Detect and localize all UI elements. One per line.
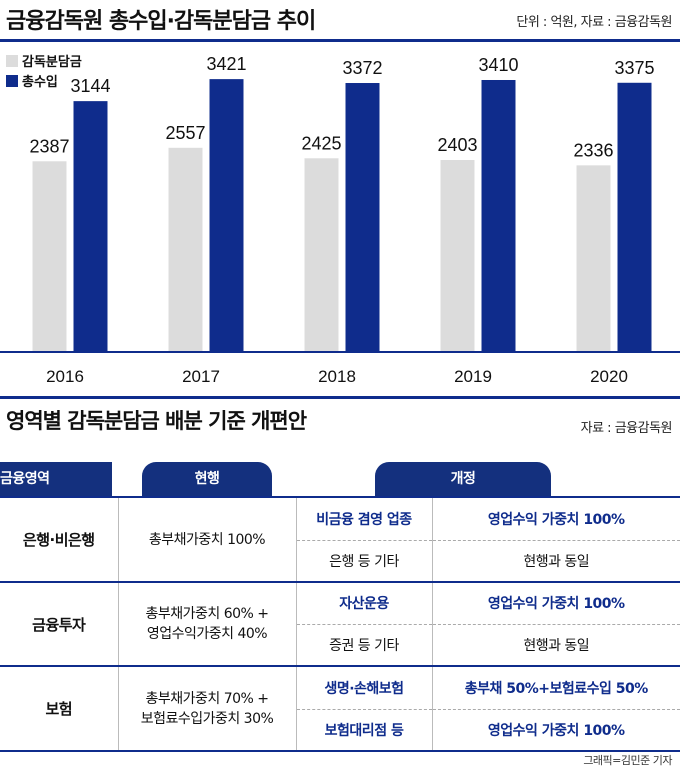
group-insurance-sub-2: 보험대리점 등: [296, 708, 433, 752]
group-insurance-rule-2: 영업수익 가중치 100%: [432, 708, 680, 752]
allocation-table: 금융영역 현행 개정 은행·비은행 총부채가중치 100% 비금융 겸영 업종 …: [0, 458, 680, 752]
label-supervision-2017: 2557: [165, 123, 205, 143]
section-source-note: 자료 : 금융감독원: [580, 421, 673, 436]
x-tick-2017: 2017: [182, 367, 220, 386]
table-row: 금융투자 총부채가중치 60% + 영업수익가중치 40% 자산운용 영업수익 …: [0, 582, 680, 667]
group-insurance-rule-1: 총부채 50%+보험료수입 50%: [464, 680, 649, 697]
group-bank-rule-1: 영업수익 가중치 100%: [432, 496, 680, 540]
group-invest-name: 금융투자: [0, 582, 119, 667]
header-area-cell: 금융영역: [0, 458, 118, 497]
legend-swatch-0: [6, 55, 18, 67]
label-revenue-2018: 3372: [342, 58, 382, 78]
bar-supervision-2017: [168, 147, 203, 351]
label-supervision-2019: 2403: [437, 135, 477, 155]
table-header-row: 금융영역 현행 개정: [0, 458, 680, 497]
bar-revenue-2019: [481, 79, 516, 351]
header-current-cell: 현행: [118, 458, 296, 497]
label-supervision-2018: 2425: [301, 133, 341, 153]
legend-label-1: 총수입: [22, 74, 58, 90]
label-supervision-2016: 2387: [29, 136, 69, 156]
x-tick-2020: 2020: [590, 367, 628, 386]
x-tick-2016: 2016: [46, 367, 84, 386]
table-row: 은행 등 기타 현행과 동일: [0, 539, 680, 583]
unit-source-note: 단위 : 억원, 자료 : 금융감독원: [516, 15, 672, 30]
bars-group: 2387 3144 2557 3421 2425 3372 2403 3410 2336 3375: [29, 54, 655, 352]
group-bank-name: 은행·비은행: [0, 496, 119, 583]
group-invest-sub-1: 자산운용: [296, 582, 433, 624]
bar-supervision-2020: [576, 165, 611, 351]
legend-swatch-1: [6, 75, 18, 87]
bar-revenue-2016: [73, 101, 108, 351]
x-tick-2018: 2018: [318, 367, 356, 386]
bar-supervision-2016: [32, 161, 67, 351]
group-bank-current: 총부채가중치 100%: [118, 496, 297, 583]
group-insurance-current: 총부채가중치 70% + 보험료수입가중치 30%: [118, 666, 297, 752]
label-revenue-2020: 3375: [614, 58, 654, 78]
table-row: 은행·비은행 총부채가중치 100% 비금융 겸영 업종 영업수익 가중치 10…: [0, 496, 680, 583]
label-revenue-2016: 3144: [70, 76, 110, 96]
label-revenue-2017: 3421: [206, 54, 246, 74]
section-rule: [0, 396, 680, 399]
table-row: 증권 등 기타 현행과 동일: [0, 623, 680, 667]
group-bank-rule-2: 현행과 동일: [432, 539, 680, 583]
header-revised: 개정: [375, 462, 551, 496]
group-bank-sub-1: 비금융 겸영 업종: [296, 496, 433, 540]
group-insurance-name: 보험: [0, 666, 119, 752]
group-insurance-sub-1: 생명·손해보험: [296, 666, 433, 709]
label-supervision-2020: 2336: [573, 140, 613, 160]
header-current: 현행: [142, 462, 272, 496]
group-invest-rule-1: 영업수익 가중치 100%: [487, 596, 625, 613]
legend-label-0: 감독분담금: [22, 55, 82, 70]
group-invest-current: 총부채가중치 60% + 영업수익가중치 40%: [118, 582, 297, 667]
bar-revenue-2020: [617, 82, 652, 352]
bar-revenue-2018: [345, 83, 380, 351]
table-row: 보험 총부채가중치 70% + 보험료수입가중치 30% 생명·손해보험 총부채…: [0, 666, 680, 752]
group-invest-rule-2: 현행과 동일: [432, 623, 680, 667]
x-tick-labels: 2016 2017 2018 2019 2020: [46, 367, 628, 386]
title-rule: [0, 39, 680, 42]
group-invest-sub-2: 증권 등 기타: [296, 623, 433, 667]
bar-supervision-2018: [304, 158, 339, 351]
section-title: 영역별 감독분담금 배분 기준 개편안: [6, 409, 307, 433]
header-revised-cell: 개정: [296, 458, 680, 497]
chart-title: 금융감독원 총수입·감독분담금 추이: [6, 9, 316, 34]
group-bank-sub-2: 은행 등 기타: [296, 539, 433, 583]
table-row: 보험대리점 등 영업수익 가중치 100%: [0, 708, 680, 752]
header-area: 금융영역: [0, 462, 112, 496]
x-tick-2019: 2019: [454, 367, 492, 386]
bar-revenue-2017: [209, 79, 244, 351]
graphic-credit: 그래픽=김민준 기자: [583, 754, 672, 767]
bar-supervision-2019: [440, 160, 475, 351]
label-revenue-2019: 3410: [478, 55, 518, 75]
